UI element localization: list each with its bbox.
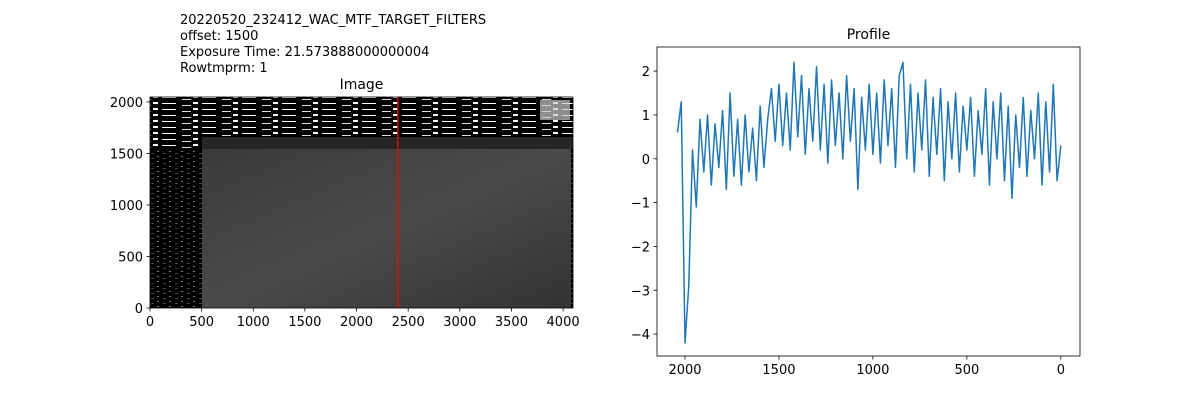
y-tick-label: 1500 bbox=[110, 147, 143, 162]
annotation: Rowtmprm: 1 bbox=[180, 61, 268, 76]
x-tick-label: 1500 bbox=[762, 363, 795, 378]
y-tick-label: −3 bbox=[631, 284, 650, 299]
y-tick-label: −1 bbox=[631, 197, 650, 212]
y-tick-label: −4 bbox=[631, 328, 650, 343]
axes-title: Image bbox=[340, 77, 384, 93]
x-tick-label: 4000 bbox=[547, 315, 580, 330]
x-tick-label: 500 bbox=[954, 363, 979, 378]
x-tick-label: 3500 bbox=[495, 315, 528, 330]
axes-frame bbox=[149, 96, 574, 309]
x-tick-label: 0 bbox=[146, 315, 154, 330]
x-tick-label: 2500 bbox=[392, 315, 425, 330]
x-tick-label: 1000 bbox=[856, 363, 889, 378]
x-tick-label: 2000 bbox=[340, 315, 373, 330]
y-tick-label: −2 bbox=[631, 240, 650, 255]
line-series bbox=[676, 61, 1062, 344]
y-tick-label: 2000 bbox=[110, 96, 143, 111]
x-tick-label: 0 bbox=[1057, 363, 1065, 378]
x-tick-label: 3000 bbox=[443, 315, 476, 330]
annotation: offset: 1500 bbox=[180, 29, 258, 44]
y-tick-label: 1 bbox=[642, 109, 650, 124]
y-tick-label: 0 bbox=[642, 153, 650, 168]
axes-frame bbox=[656, 46, 1081, 357]
axes-title: Profile bbox=[847, 27, 891, 43]
y-tick-label: 2 bbox=[642, 65, 650, 80]
x-tick-label: 2000 bbox=[668, 363, 701, 378]
y-tick-label: 500 bbox=[118, 250, 143, 265]
image-raster bbox=[150, 97, 573, 308]
annotation: 20220520_232412_WAC_MTF_TARGET_FILTERS bbox=[180, 13, 486, 28]
x-tick-label: 1500 bbox=[288, 315, 321, 330]
y-tick-label: 0 bbox=[135, 302, 143, 317]
y-tick-label: 1000 bbox=[110, 199, 143, 214]
annotation: Exposure Time: 21.573888000000004 bbox=[180, 45, 429, 60]
x-tick-label: 500 bbox=[189, 315, 214, 330]
x-tick-label: 1000 bbox=[237, 315, 270, 330]
